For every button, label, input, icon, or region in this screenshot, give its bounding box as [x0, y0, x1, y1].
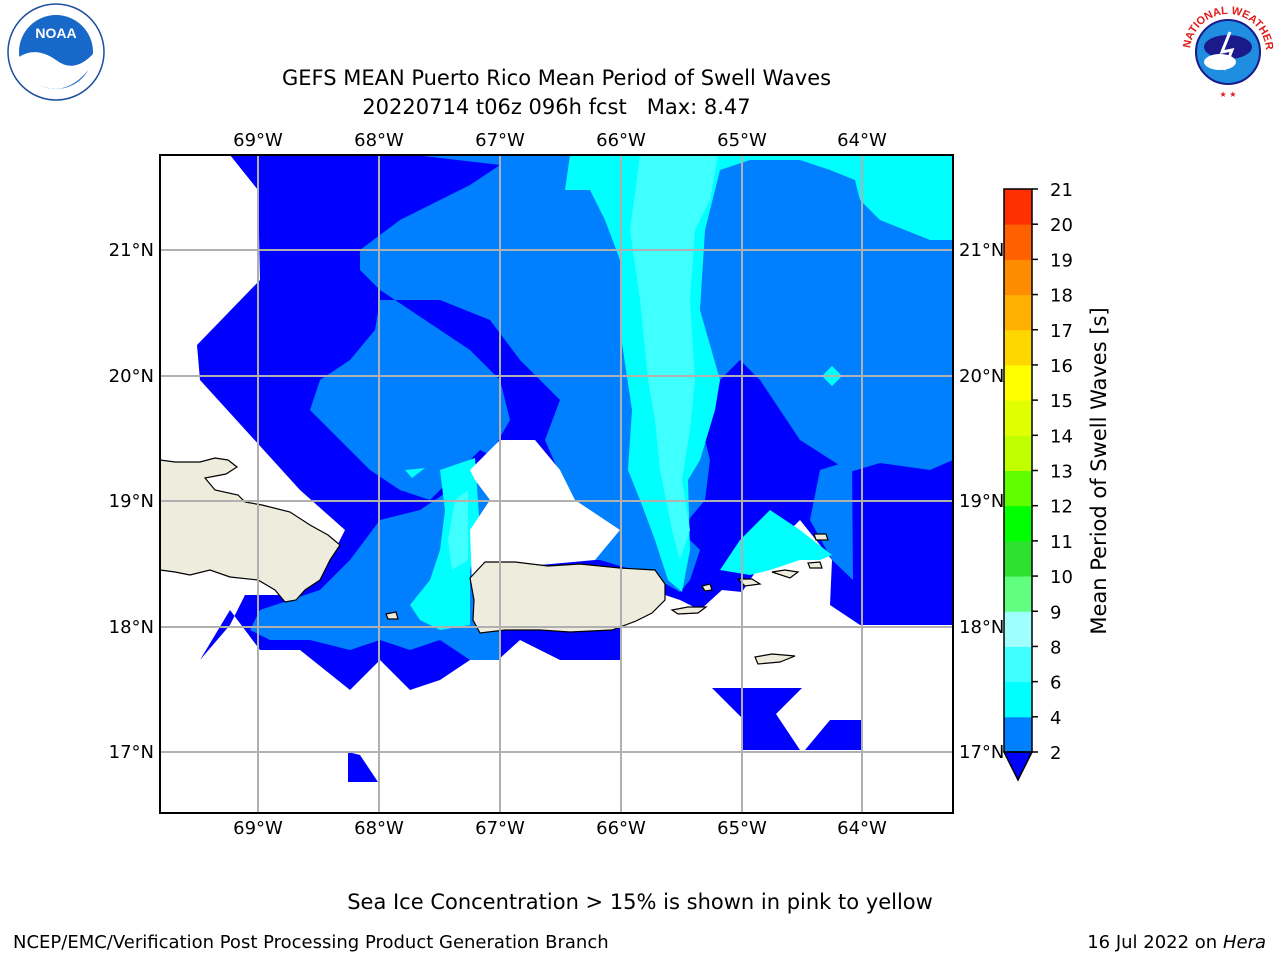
contour-6-8: [720, 510, 832, 575]
colorbar-swatch: [1004, 681, 1032, 718]
colorbar-label: Mean Period of Swell Waves [s]: [1087, 307, 1111, 634]
colorbar-tick-label: 6: [1050, 673, 1061, 694]
lon-label-bottom: 67°W: [475, 818, 525, 839]
contour-8-9: [448, 490, 468, 570]
land-islet: [771, 569, 800, 579]
colorbar-extend-arrow: [1002, 751, 1034, 782]
noaa-logo: NOAA: [7, 3, 105, 101]
nws-logo: NATIONAL WEATHER SERVICE ★ ★: [1178, 2, 1275, 99]
land-hispaniola: [160, 457, 341, 603]
land-puerto-rico: [469, 561, 666, 634]
land-vieques: [670, 606, 708, 615]
colorbar-tick-label: 20: [1050, 215, 1073, 236]
contour-4-6: [250, 155, 953, 660]
colorbar-swatch: [1004, 540, 1032, 577]
colorbar-tick-label: 11: [1050, 532, 1073, 553]
lat-label-right: 18°N: [959, 617, 1004, 638]
lat-label-right: 21°N: [959, 240, 1004, 261]
swell-period-contours: [160, 155, 953, 813]
chart-title: GEFS MEAN Puerto Rico Mean Period of Swe…: [281, 66, 832, 90]
lon-label-top: 64°W: [837, 130, 887, 151]
contour-2-4: [348, 752, 378, 782]
lon-label-top: 67°W: [475, 130, 525, 151]
colorbar-swatch: [1004, 294, 1032, 331]
colorbar-swatch: [1004, 470, 1032, 507]
lon-label-top: 69°W: [233, 130, 283, 151]
colorbar-tick-label: 4: [1050, 708, 1061, 729]
colorbar-swatch: [1004, 611, 1032, 647]
land-st-croix: [754, 653, 796, 665]
lat-label-right: 17°N: [959, 742, 1004, 763]
contour-6-8: [405, 468, 425, 478]
colorbar-tick-label: 17: [1050, 321, 1073, 342]
colorbar-tick-label: 12: [1050, 497, 1073, 518]
noaa-logo-text: NOAA: [35, 25, 76, 41]
map-frame: [159, 154, 954, 814]
lat-label-left: 19°N: [109, 491, 154, 512]
footer-date-text: 16 Jul 2022 on: [1087, 932, 1223, 953]
caption: Sea Ice Concentration > 15% is shown in …: [347, 890, 933, 914]
lat-label-left: 17°N: [109, 742, 154, 763]
colorbar-swatch: [1004, 646, 1032, 683]
lon-label-bottom: 69°W: [233, 818, 283, 839]
colorbar-tick-label: 19: [1050, 250, 1073, 271]
lat-label-left: 21°N: [109, 240, 154, 261]
contour-2-4: [712, 688, 802, 750]
colorbar-tick-label: 15: [1050, 391, 1073, 412]
contour-4-6: [810, 460, 853, 580]
lat-label-left: 18°N: [109, 617, 154, 638]
land-islet: [813, 533, 829, 541]
lon-label-top: 68°W: [354, 130, 404, 151]
colorbar-tick-label: 18: [1050, 286, 1073, 307]
colorbar-swatch: [1004, 576, 1032, 612]
colorbar: 2 4 6 8 9 10 11 12 13 14 15 16 17 18 19 20 21: [1002, 180, 1073, 782]
land-islet: [807, 561, 823, 569]
chart-subtitle: 20220714 t06z 096h fcst Max: 8.47: [362, 95, 751, 119]
land-islet: [701, 583, 713, 592]
contour-8-9: [630, 155, 718, 560]
colorbar-swatch: [1004, 189, 1032, 225]
lon-label-bottom: 66°W: [596, 818, 646, 839]
contour-2-4: [805, 720, 862, 750]
footer-host: Hera: [1222, 932, 1266, 953]
lon-label-bottom: 64°W: [837, 818, 887, 839]
colorbar-tick-label: 10: [1050, 567, 1073, 588]
colorbar-swatch: [1004, 259, 1032, 296]
colorbar-tick-label: 13: [1050, 462, 1073, 483]
footer-credit: NCEP/EMC/Verification Post Processing Pr…: [13, 932, 609, 953]
land-mona: [385, 611, 399, 620]
lat-label-right: 19°N: [959, 491, 1004, 512]
lon-label-bottom: 68°W: [354, 818, 404, 839]
lon-label-top: 65°W: [717, 130, 767, 151]
colorbar-tick-label: 8: [1050, 637, 1061, 658]
gridlines: [160, 155, 953, 813]
colorbar-tick-label: 2: [1050, 743, 1061, 764]
colorbar-swatch: [1004, 400, 1032, 436]
colorbar-swatch: [1004, 435, 1032, 471]
colorbar-tick-label: 21: [1050, 180, 1073, 201]
colorbar-tick-label: 9: [1050, 602, 1061, 623]
footer-date: 16 Jul 2022 on Hera: [1087, 932, 1266, 953]
colorbar-swatch: [1004, 505, 1032, 542]
lat-label-left: 20°N: [109, 366, 154, 387]
colorbar-swatch: [1004, 716, 1032, 753]
colorbar-swatch: [1004, 364, 1032, 401]
colorbar-tick-label: 16: [1050, 356, 1073, 377]
colorbar-swatch: [1004, 329, 1032, 366]
svg-text:★ ★: ★ ★: [1220, 90, 1237, 99]
colorbar-tick-label: 14: [1050, 426, 1073, 447]
lat-label-right: 20°N: [959, 366, 1004, 387]
lon-label-top: 66°W: [596, 130, 646, 151]
lon-label-bottom: 65°W: [717, 818, 767, 839]
colorbar-swatch: [1004, 224, 1032, 260]
